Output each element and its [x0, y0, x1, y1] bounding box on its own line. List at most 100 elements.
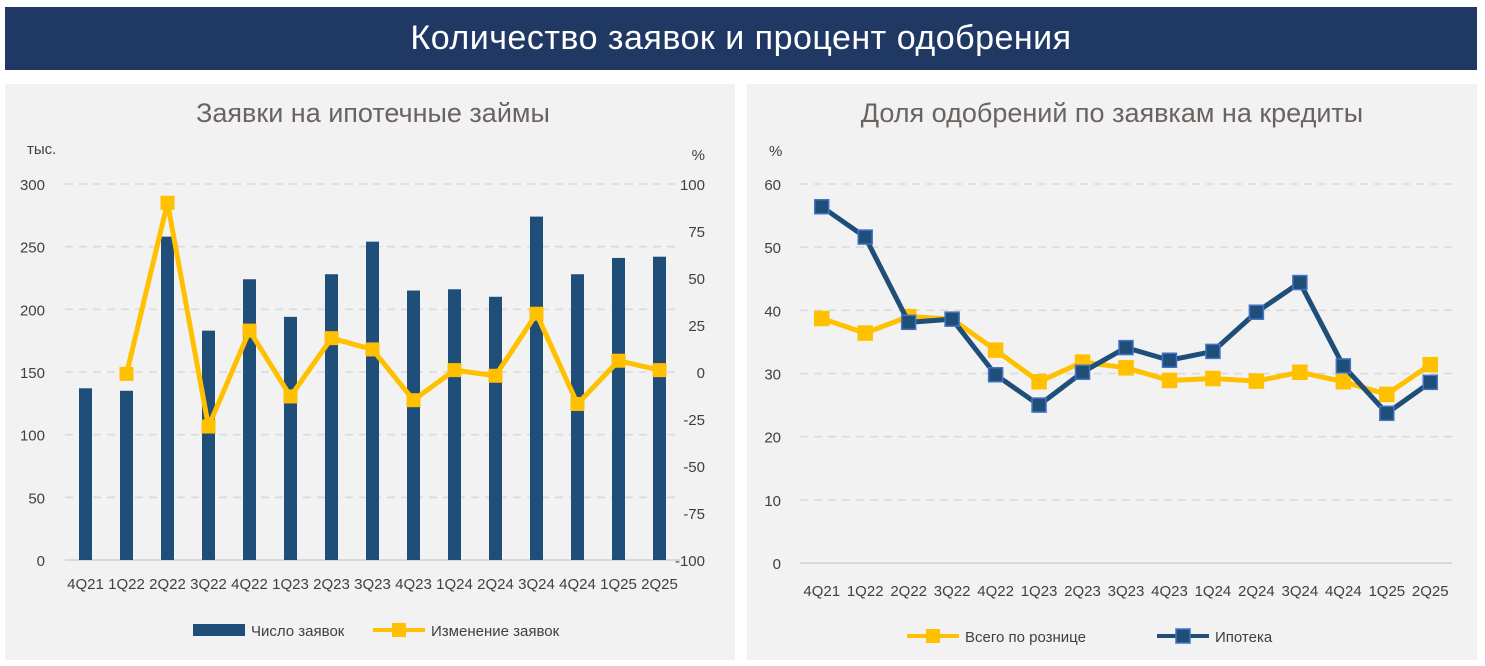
legend-line-marker [1175, 628, 1191, 644]
bar-3Q22 [202, 330, 215, 560]
x-tick-label: 3Q24 [1282, 583, 1319, 600]
line-marker [488, 368, 503, 383]
x-tick-label: 4Q23 [395, 576, 432, 593]
line-marker [242, 323, 257, 338]
line-marker [1118, 339, 1134, 356]
line-marker [1205, 370, 1221, 387]
line-marker [1074, 364, 1091, 380]
line-marker [1335, 373, 1352, 390]
line-marker [1422, 374, 1439, 391]
line-marker [324, 331, 339, 346]
x-tick-label: 1Q25 [600, 576, 637, 593]
y-axis-unit: % [769, 143, 782, 160]
y2-tick-label: 25 [688, 318, 705, 335]
y2-tick-label: -50 [683, 459, 705, 476]
x-tick-label: 4Q22 [231, 576, 268, 593]
line-marker [1292, 274, 1308, 291]
line-marker [944, 311, 960, 327]
y-tick-label: 30 [764, 367, 781, 384]
x-tick-label: 2Q24 [1238, 583, 1275, 600]
y2-tick-label: -100 [675, 553, 705, 570]
legend-bar-swatch [193, 624, 245, 636]
line-marker [1292, 364, 1308, 380]
y2-axis-unit: % [692, 147, 705, 164]
line-marker [447, 363, 462, 378]
y2-tick-label: 75 [688, 224, 705, 241]
line-marker [900, 314, 917, 331]
x-tick-label: 2Q25 [1412, 583, 1449, 600]
bar-1Q24 [448, 289, 461, 560]
line-marker [652, 363, 667, 378]
y2-tick-label: 0 [697, 365, 705, 382]
bar-2Q22 [161, 236, 174, 560]
y-axis-unit: тыс. [27, 141, 56, 158]
line-marker [283, 389, 298, 404]
legend-label: Изменение заявок [431, 623, 560, 640]
line-marker [529, 306, 544, 321]
y-tick-label: 300 [20, 177, 45, 194]
line-marker [119, 366, 134, 381]
chart-title: Заявки на ипотечные займы [196, 98, 550, 128]
approval-share-chart: Доля одобрений по заявкам на кредиты % 0… [747, 84, 1477, 660]
bar-4Q24 [571, 274, 584, 560]
x-tick-label: 1Q25 [1368, 583, 1405, 600]
line-marker [857, 325, 873, 341]
line-marker [987, 342, 1004, 358]
y-tick-label: 250 [20, 240, 45, 257]
x-tick-label: 4Q21 [67, 576, 104, 593]
y2-tick-label: -25 [683, 412, 705, 429]
bar-2Q23 [325, 274, 338, 560]
x-tick-label: 4Q21 [803, 583, 840, 600]
bar-1Q25 [612, 257, 625, 560]
page-title: Количество заявок и процент одобрения [410, 19, 1072, 57]
legend-label: Ипотека [1215, 629, 1273, 646]
x-tick-label: 1Q23 [1021, 583, 1058, 600]
x-tick-label: 1Q24 [1195, 583, 1232, 600]
line-marker [857, 229, 873, 245]
x-tick-label: 3Q24 [518, 576, 555, 593]
bar-4Q23 [407, 290, 420, 560]
line-marker [813, 198, 830, 215]
x-tick-label: 3Q23 [1108, 583, 1145, 600]
legend-label: Число заявок [251, 623, 345, 640]
line-marker [1118, 360, 1134, 376]
y-tick-label: 40 [764, 303, 781, 320]
line-marker [1422, 356, 1439, 373]
bar-2Q25 [653, 256, 666, 560]
bar-3Q23 [366, 241, 379, 561]
line-marker [570, 396, 585, 411]
y-tick-label: 20 [764, 430, 781, 447]
x-tick-label: 2Q24 [477, 576, 514, 593]
chart-svg-approvals: Доля одобрений по заявкам на кредиты % 0… [764, 98, 1452, 646]
x-tick-label: 4Q23 [1151, 583, 1188, 600]
y-tick-label: 50 [28, 490, 45, 507]
line-marker [987, 367, 1004, 383]
y-tick-label: 100 [20, 428, 45, 445]
line-marker [1161, 352, 1178, 368]
legend-label: Всего по рознице [965, 629, 1086, 646]
x-tick-label: 4Q24 [1325, 583, 1362, 600]
y-tick-label: 60 [764, 177, 781, 194]
y-tick-label: 50 [764, 240, 781, 257]
x-tick-label: 2Q22 [149, 576, 186, 593]
y-tick-label: 10 [764, 493, 781, 510]
line-marker [1248, 373, 1265, 389]
line-marker [1335, 358, 1352, 374]
bar-1Q22 [120, 390, 133, 560]
y-tick-label: 0 [773, 556, 781, 573]
line-marker [1379, 405, 1395, 422]
line-marker [1031, 397, 1047, 413]
x-tick-label: 4Q22 [977, 583, 1014, 600]
x-tick-label: 3Q22 [934, 583, 971, 600]
x-tick-label: 3Q23 [354, 576, 391, 593]
x-tick-label: 1Q24 [436, 576, 473, 593]
y2-tick-label: 50 [688, 271, 705, 288]
line-marker [611, 353, 626, 368]
chart-svg-applications: Заявки на ипотечные займы тыс. % 0 50 100 1… [20, 98, 705, 640]
line-marker [201, 419, 216, 434]
legend-line-marker [392, 623, 406, 637]
line-marker [813, 310, 830, 327]
line-marker [365, 342, 380, 357]
mortgage-applications-chart: Заявки на ипотечные займы тыс. % 0 50 100 1… [5, 84, 735, 660]
y-tick-label: 200 [20, 302, 45, 319]
